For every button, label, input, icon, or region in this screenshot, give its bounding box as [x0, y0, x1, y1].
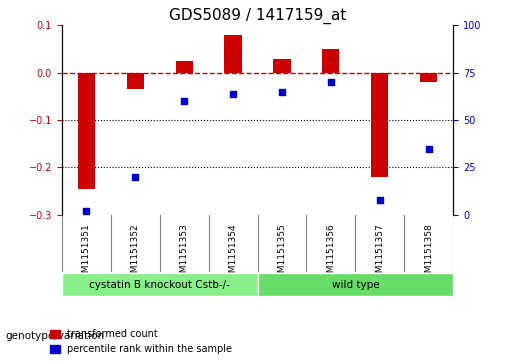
Bar	[78, 73, 95, 189]
Bar	[322, 49, 339, 73]
Text: GSM1151355: GSM1151355	[278, 223, 286, 284]
Point	[82, 208, 91, 214]
Point	[229, 91, 237, 97]
Text: GSM1151354: GSM1151354	[229, 223, 237, 284]
Text: GSM1151356: GSM1151356	[327, 223, 335, 284]
Text: GSM1151357: GSM1151357	[375, 223, 384, 284]
Bar	[371, 73, 388, 177]
Title: GDS5089 / 1417159_at: GDS5089 / 1417159_at	[169, 8, 346, 24]
Text: GSM1151358: GSM1151358	[424, 223, 433, 284]
Text: GSM1151351: GSM1151351	[82, 223, 91, 284]
Text: GSM1151352: GSM1151352	[131, 223, 140, 284]
Bar	[176, 61, 193, 73]
Point	[278, 89, 286, 95]
FancyBboxPatch shape	[258, 273, 453, 296]
Text: GSM1151353: GSM1151353	[180, 223, 188, 284]
Legend: transformed count, percentile rank within the sample: transformed count, percentile rank withi…	[46, 326, 236, 358]
Bar	[420, 73, 437, 82]
Point	[375, 197, 384, 203]
Text: wild type: wild type	[332, 280, 379, 290]
Point	[424, 146, 433, 151]
Bar	[127, 73, 144, 89]
Point	[180, 98, 188, 104]
Point	[327, 79, 335, 85]
Bar	[225, 35, 242, 73]
FancyBboxPatch shape	[62, 273, 258, 296]
Point	[131, 174, 139, 180]
Text: cystatin B knockout Cstb-/-: cystatin B knockout Cstb-/-	[89, 280, 230, 290]
Text: genotype/variation: genotype/variation	[5, 331, 104, 341]
Bar	[273, 58, 290, 73]
